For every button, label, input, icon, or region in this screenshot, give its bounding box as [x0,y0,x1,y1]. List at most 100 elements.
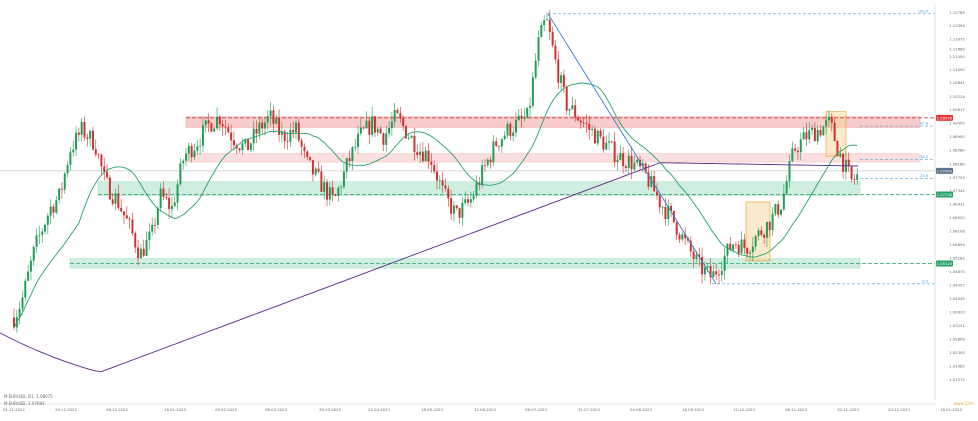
y-tick-label: 1.01985 [949,364,965,369]
candle-body [145,239,148,256]
candle-body [24,280,27,298]
candle-body [729,243,732,251]
candle-body [128,218,131,220]
candle-body [295,122,297,133]
candle-body [740,239,743,254]
candle-body [520,115,523,119]
candle-body [720,270,723,275]
legend-line-1: M EURUSD, D1, 1.08075 [4,394,53,399]
y-tick-label: 1.03633 [949,310,965,315]
candle-body [768,221,771,231]
candle-body [207,120,210,124]
candle-body [774,204,777,214]
candle-body [382,133,385,145]
candle-body [709,266,712,278]
candle-body [373,116,376,133]
y-tick-label: 1.08992 [949,134,965,139]
candle-body [461,203,464,218]
candle-body [385,133,388,145]
candle-body [813,127,816,142]
candle-body [472,195,475,200]
fib-label-0: 100.0 [918,9,929,13]
candle-body [514,119,517,133]
candle-body [317,168,320,172]
candle-body [182,160,185,164]
candle-body [850,166,853,180]
candle-body [545,19,548,21]
x-tick-label: 12.06.2023 [474,407,496,412]
candle-body [678,234,681,240]
candle-body [816,129,819,142]
candle-body [811,127,814,131]
x-tick-label: 18.05.2023 [421,407,443,412]
price-tag-label: 1.09570 [937,115,953,120]
candle-body [670,205,673,211]
candle-body [495,141,498,146]
candle-body [825,120,828,127]
price-tag-bg [936,191,953,198]
candle-body [86,137,89,139]
candle-body [763,234,766,238]
candle-body [785,181,788,194]
candle-body [571,105,574,110]
candle-body [489,159,492,163]
candle-body [596,130,599,144]
candle-body [292,129,295,133]
candle-body [134,233,137,248]
candle-body [13,317,15,328]
candle-body [187,145,190,154]
candle-body [627,155,630,168]
candle-body [75,132,78,150]
candle-body [622,153,625,167]
candle-body [306,151,309,158]
candle-body [297,122,300,141]
candle-body [413,135,416,153]
candle-body [734,244,737,246]
candle-body [562,75,565,87]
candle-body [808,130,811,140]
candle-body [582,122,585,124]
x-tick-label: 06.07.2023 [525,407,547,412]
y-tick-label: 1.04457 [949,283,965,288]
candle-body [159,188,162,209]
candle-body [368,120,371,135]
candle-body [701,256,704,275]
candle-body [839,153,842,157]
price-tag-label: 1.05120 [937,261,953,266]
y-tick-label: 1.05694 [949,242,965,247]
candle-body [60,188,63,190]
candle-body [455,205,458,208]
candle-body [481,165,484,186]
candle-body [506,123,509,136]
candle-body [230,132,233,141]
candle-body [799,139,802,153]
candle-body [424,150,427,162]
candle-body [712,271,715,278]
candle-body [537,37,540,61]
candle-body [639,159,642,167]
y-tick-label: 1.06931 [949,202,965,207]
candle-body [661,206,664,208]
candle-body [151,224,154,232]
y-tick-label: 1.09405 [949,121,965,126]
candle-body [636,159,639,163]
candle-body [309,157,312,161]
candle-body [754,236,757,247]
candle-body [540,25,543,38]
candle-body [46,215,49,225]
candle-body [433,164,436,172]
x-tick-label: 01.11.2022 [3,407,25,412]
candle-body [450,198,453,214]
x-tick-label: 30.11.2023 [837,407,859,412]
candle-body [574,105,577,118]
candle-body [441,180,444,186]
candle-body [244,139,247,144]
candle-body [658,195,661,208]
x-tick-label: 18.01.2024 [940,407,962,412]
candle-body [303,146,306,152]
candle-body [156,208,159,225]
candle-body [27,271,30,281]
candle-body [492,141,495,163]
candle-body [419,151,422,155]
candle-body [782,193,785,210]
